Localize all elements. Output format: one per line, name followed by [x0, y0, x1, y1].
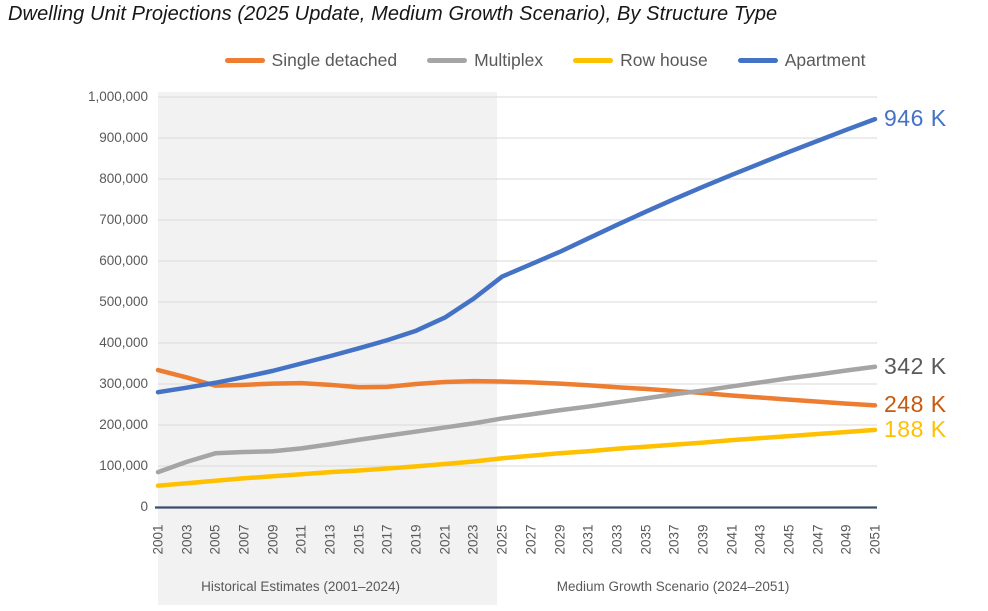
- legend: Single detached Multiplex Row house Apartme…: [150, 46, 940, 74]
- legend-label: Multiplex: [474, 49, 544, 70]
- x-tick-label: 2007: [236, 524, 252, 555]
- x-tick-label: 2039: [695, 524, 711, 555]
- series-end-label: 342 K: [884, 352, 947, 379]
- series-line-row-house: [155, 427, 878, 488]
- x-tick-label: 2003: [179, 524, 195, 555]
- y-tick-label: 200,000: [99, 417, 148, 432]
- y-tick-label: 900,000: [99, 130, 148, 145]
- x-tick-label: 2041: [724, 524, 740, 555]
- x-tick-label: 2015: [351, 524, 367, 555]
- x-tick-label: 2049: [838, 524, 854, 555]
- y-tick-label: 600,000: [99, 253, 148, 268]
- y-tick-label: 100,000: [99, 458, 148, 473]
- legend-item-multiplex: Multiplex: [427, 50, 543, 71]
- x-tick-label: 2047: [810, 524, 826, 555]
- x-tick-label: 2045: [781, 524, 797, 555]
- series-line-apartment: [155, 116, 878, 395]
- region-caption: Medium Growth Scenario (2024–2051): [556, 579, 790, 594]
- x-tick-label: 2023: [465, 524, 481, 555]
- x-tick-label: 2033: [609, 524, 625, 555]
- y-tick-label: 700,000: [99, 212, 148, 227]
- y-tick-label: 300,000: [99, 376, 148, 391]
- region-caption: Historical Estimates (2001–2024): [201, 579, 400, 594]
- x-tick-label: 2005: [207, 524, 223, 555]
- legend-item-single-detached: Single detached: [224, 49, 398, 71]
- y-tick-label: 0: [140, 499, 148, 514]
- legend-dash-icon: [737, 57, 778, 63]
- historical-shading-band: [158, 92, 498, 605]
- x-tick-label: 2037: [666, 524, 682, 555]
- legend-item-row-house: Row house: [573, 50, 708, 71]
- x-tick-label: 2025: [494, 524, 510, 555]
- y-tick-label: 1,000,000: [87, 89, 148, 104]
- series-end-label: 248 K: [884, 391, 947, 418]
- x-tick-label: 2001: [150, 524, 166, 555]
- y-tick-label: 800,000: [99, 171, 148, 186]
- legend-label: Row house: [620, 49, 708, 70]
- y-tick-label: 400,000: [99, 335, 148, 350]
- x-tick-label: 2035: [638, 524, 654, 555]
- series-line-multiplex: [155, 364, 878, 475]
- y-tick-label: 500,000: [99, 294, 148, 309]
- legend-dash-icon: [224, 57, 265, 63]
- x-tick-label: 2009: [265, 524, 281, 555]
- legend-label: Apartment: [784, 49, 866, 70]
- x-tick-label: 2021: [437, 524, 453, 555]
- x-tick-label: 2029: [552, 524, 568, 555]
- x-tick-label: 2027: [523, 524, 539, 555]
- chart-title: Dwelling Unit Projections (2025 Update, …: [8, 3, 778, 25]
- legend-item-apartment: Apartment: [737, 49, 866, 71]
- series-end-label: 946 K: [884, 105, 947, 132]
- legend-dash-icon: [427, 57, 468, 63]
- x-tick-label: 2011: [293, 524, 309, 555]
- series-line-single-detached: [155, 367, 878, 408]
- series-end-label: 188 K: [884, 415, 947, 442]
- x-tick-label: 2051: [867, 524, 883, 555]
- legend-dash-icon: [573, 57, 614, 63]
- x-tick-label: 2043: [752, 524, 768, 555]
- x-tick-label: 2013: [322, 524, 338, 555]
- legend-label: Single detached: [271, 49, 398, 70]
- x-tick-label: 2017: [379, 524, 395, 555]
- x-tick-label: 2019: [408, 524, 424, 555]
- x-tick-label: 2031: [580, 524, 596, 555]
